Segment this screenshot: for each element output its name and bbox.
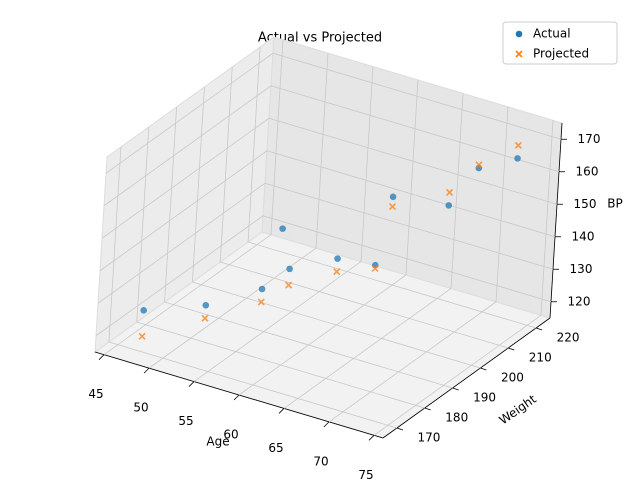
- z-tick-label: 150: [574, 197, 597, 211]
- y-tick-label: 180: [445, 411, 468, 425]
- legend-label: Actual: [533, 27, 571, 41]
- grid-line: [360, 66, 374, 262]
- grid-line: [270, 39, 284, 235]
- z-axis-line: [549, 122, 563, 319]
- x-tick-label: 65: [268, 441, 283, 455]
- scatter-point: [286, 265, 293, 273]
- y-tick-label: 210: [529, 351, 552, 365]
- grid-line: [272, 52, 562, 140]
- grid-line: [95, 215, 264, 337]
- scatter-point: [334, 255, 341, 262]
- tick-mark: [143, 367, 150, 374]
- z-tick-label: 170: [578, 132, 601, 146]
- x-axis-label: Age: [206, 435, 229, 449]
- y-axis-line: [382, 317, 551, 439]
- tick-mark: [396, 427, 404, 431]
- tick-mark: [368, 435, 375, 441]
- grid-line: [315, 53, 329, 249]
- grid-line: [495, 106, 509, 302]
- scatter-point: [279, 225, 286, 232]
- grid-line: [268, 117, 558, 205]
- grid-line: [136, 126, 150, 323]
- grid-line: [247, 46, 261, 243]
- grid-line: [164, 106, 177, 303]
- legend-marker: [515, 30, 523, 38]
- grid-line: [220, 261, 509, 349]
- grid-line: [540, 120, 554, 316]
- z-tick-label: 130: [570, 262, 593, 276]
- tick-mark: [278, 408, 285, 414]
- scatter-point: [514, 141, 522, 149]
- scatter-point: [389, 193, 397, 201]
- scatter-point: [285, 281, 293, 289]
- y-tick-label: 170: [417, 431, 440, 445]
- tick-mark: [508, 347, 515, 351]
- grid-line: [264, 182, 554, 270]
- grid-line: [247, 241, 537, 329]
- y-tick-label: 190: [473, 391, 496, 405]
- grid-line: [450, 93, 464, 289]
- scatter-point: [138, 332, 146, 340]
- grid-line: [192, 281, 481, 369]
- grid-line: [283, 288, 452, 409]
- tick-mark: [424, 407, 431, 411]
- grid-line: [108, 341, 398, 429]
- grid-line: [193, 261, 362, 382]
- scatter-point: [201, 314, 209, 322]
- tick-mark: [480, 367, 487, 371]
- scatter-point: [257, 298, 265, 306]
- scatter-point: [258, 285, 266, 293]
- x-tick-label: 75: [358, 468, 373, 480]
- grid-line: [270, 85, 560, 173]
- legend-marker: [515, 50, 523, 58]
- tick-mark: [188, 381, 195, 387]
- x-tick-label: 60: [223, 428, 238, 442]
- x-tick-label: 70: [313, 454, 328, 468]
- y-tick-label: 200: [501, 371, 524, 385]
- scatter-point: [140, 307, 147, 314]
- grid-line: [405, 79, 419, 276]
- tick-mark: [323, 421, 330, 428]
- grid-line: [328, 301, 497, 423]
- grid-line: [103, 85, 272, 207]
- grid-line: [97, 182, 266, 304]
- grid-line: [136, 321, 425, 409]
- scatter-point: [333, 268, 341, 276]
- scatter-point: [202, 301, 210, 309]
- grid-line: [108, 146, 122, 343]
- grid-line: [99, 150, 268, 272]
- grid-line: [164, 301, 453, 389]
- tick-mark: [233, 394, 240, 401]
- x-tick-label: 45: [88, 387, 103, 401]
- z-tick-label: 120: [568, 294, 591, 308]
- grid-line: [262, 215, 552, 303]
- grid-line: [238, 274, 407, 396]
- z-axis-label: BP: [607, 197, 622, 211]
- scatter-point: [371, 264, 379, 273]
- scatter-point: [445, 202, 453, 209]
- legend-label: Projected: [533, 47, 589, 61]
- y-tick-label: 220: [557, 331, 580, 345]
- legend-box: [502, 21, 618, 65]
- grid-line: [219, 66, 233, 263]
- x-tick-label: 50: [133, 401, 148, 415]
- x-tick-label: 55: [178, 414, 193, 428]
- grid-line: [373, 314, 542, 436]
- scatter-point: [475, 161, 483, 169]
- grid-line: [105, 52, 274, 174]
- tick-mark: [452, 387, 459, 391]
- z-tick-label: 160: [576, 164, 599, 178]
- tick-mark: [535, 327, 543, 331]
- y-axis-label: Weight: [497, 392, 540, 428]
- tick-mark: [98, 354, 105, 360]
- scatter-point: [514, 155, 521, 162]
- scatter-point: [445, 188, 454, 196]
- grid-line: [103, 234, 272, 356]
- grid-line: [266, 150, 556, 238]
- z-tick-label: 140: [572, 229, 595, 243]
- grid-line: [101, 117, 270, 239]
- grid-line: [192, 86, 205, 283]
- scatter-point: [388, 202, 397, 211]
